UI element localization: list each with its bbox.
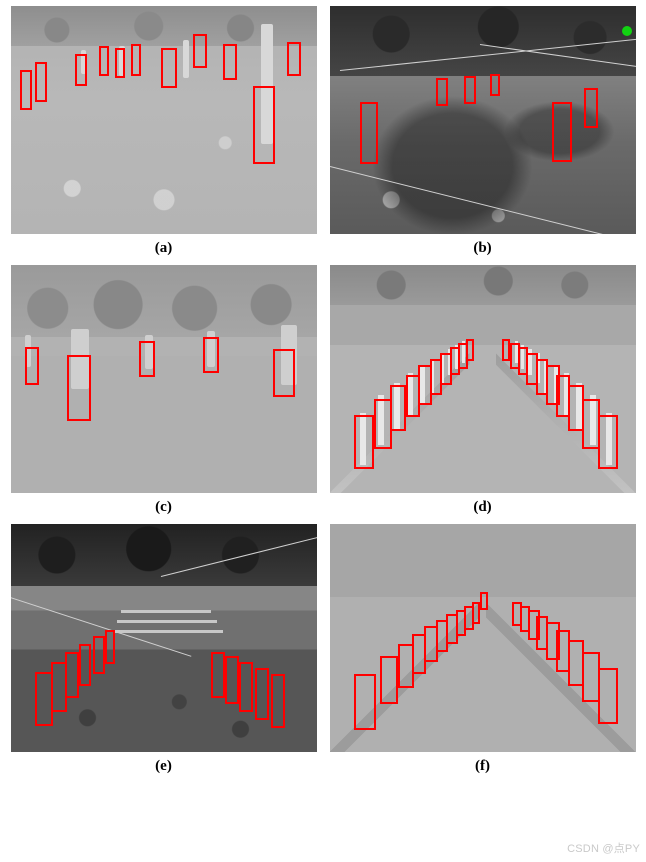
box [271,674,285,728]
panel-d-scene [330,265,636,493]
box [354,674,376,730]
box [273,349,295,397]
panel-a-caption: (a) [155,234,173,265]
panel-f-caption: (f) [475,752,490,783]
box [105,630,115,664]
box [510,343,520,369]
box [75,54,87,86]
box [25,347,39,385]
box [360,102,378,164]
panel-c-image [11,265,317,493]
box [65,652,79,698]
box [35,62,47,102]
box [239,662,253,712]
panel-f: (f) [327,524,638,783]
box [584,88,598,128]
box [568,640,584,686]
panel-e-caption: (e) [155,752,172,783]
green-dot [622,26,632,36]
box [139,341,155,377]
box [552,102,572,162]
fur [113,630,223,633]
box [390,385,406,431]
panel-a: (a) [8,6,319,265]
box [598,415,618,469]
trunk [183,40,189,78]
box [472,602,480,624]
box [255,668,269,720]
box [161,48,177,88]
canopy [330,265,636,305]
box [225,656,239,704]
box [598,668,618,724]
box [464,76,476,104]
box [193,34,207,68]
box [490,74,500,96]
box [546,365,560,405]
box [582,399,600,449]
panel-d: (d) [327,265,638,524]
canopy [11,524,317,586]
box [99,46,109,76]
box [20,70,32,110]
box [502,339,510,361]
box [436,78,448,106]
box [380,656,398,704]
watermark: CSDN @点PY [567,840,640,856]
box [115,48,125,78]
panel-d-image [330,265,636,493]
panel-d-caption: (d) [473,493,491,524]
box [512,602,522,626]
figure-grid: (a) (b) (c) [0,0,646,787]
panel-a-image [11,6,317,234]
box [354,415,374,469]
panel-e-image [11,524,317,752]
box [131,44,141,76]
box [79,644,91,686]
panel-b-image [330,6,636,234]
box [203,337,219,373]
box [253,86,275,164]
box [480,592,488,610]
panel-b-caption: (b) [473,234,491,265]
box [211,652,225,698]
box [546,622,560,660]
panel-c-caption: (c) [155,493,172,524]
box [582,652,600,702]
canopy [11,265,317,337]
panel-f-image [330,524,636,752]
panel-c-scene [11,265,317,493]
panel-c: (c) [8,265,319,524]
box [67,355,91,421]
box [223,44,237,80]
box [568,385,584,431]
box [93,636,105,674]
panel-b: (b) [327,6,638,265]
panel-e: (e) [8,524,319,783]
box [466,339,474,361]
fur [121,610,211,613]
fur [117,620,217,623]
box [287,42,301,76]
